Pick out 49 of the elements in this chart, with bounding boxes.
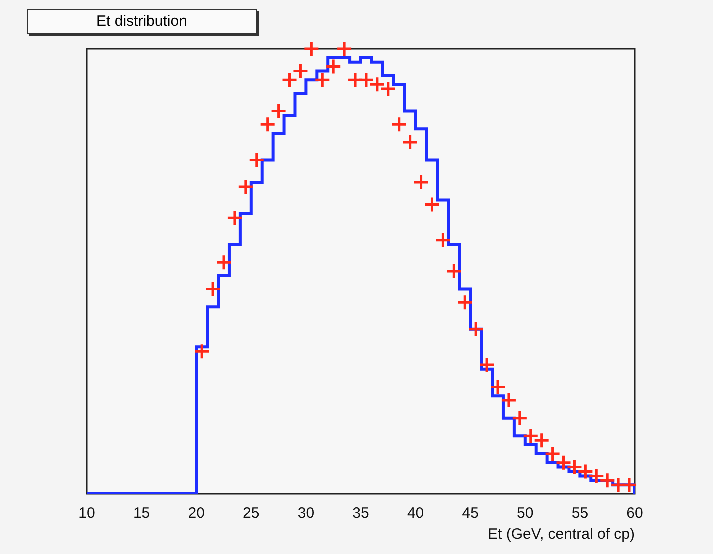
x-tick-label: 55 [572,505,589,522]
point [424,196,440,213]
x-tick-label: 35 [352,505,370,522]
point [588,468,605,484]
x-tick-label: 10 [78,505,96,522]
point [238,178,254,196]
point [468,321,484,338]
point [260,116,276,133]
point [621,476,638,494]
point [391,116,408,133]
x-tick-label: 40 [407,505,424,522]
point [336,40,353,58]
x-tick-label: 15 [133,505,150,522]
point [446,263,462,280]
point [325,58,342,76]
point [490,378,506,396]
x-tick-label: 25 [243,505,260,522]
point [456,294,474,311]
chart-title: Et distribution [27,9,257,34]
point [599,472,616,489]
point [534,432,550,449]
point [292,63,309,80]
point [270,103,288,120]
point [413,174,430,191]
point [314,72,331,88]
point [500,392,518,409]
x-tick-label: 60 [626,505,644,522]
point [434,232,452,249]
point [358,72,375,88]
x-axis-title: Et (GeV, central of cp) [488,526,635,544]
point [577,464,594,480]
point [248,152,266,168]
point [512,410,528,427]
point [380,80,397,98]
point [216,254,232,271]
point [303,40,320,58]
point [566,459,583,476]
point [522,428,540,444]
point [282,72,298,88]
point [226,210,244,226]
point [369,76,386,93]
point [402,134,419,151]
x-tick-label: 30 [298,505,315,522]
point [194,343,210,360]
point [478,356,496,374]
point [204,281,222,298]
x-tick-label: 45 [462,505,479,522]
x-tick-label: 20 [188,505,205,522]
x-tick-label: 50 [517,505,534,522]
